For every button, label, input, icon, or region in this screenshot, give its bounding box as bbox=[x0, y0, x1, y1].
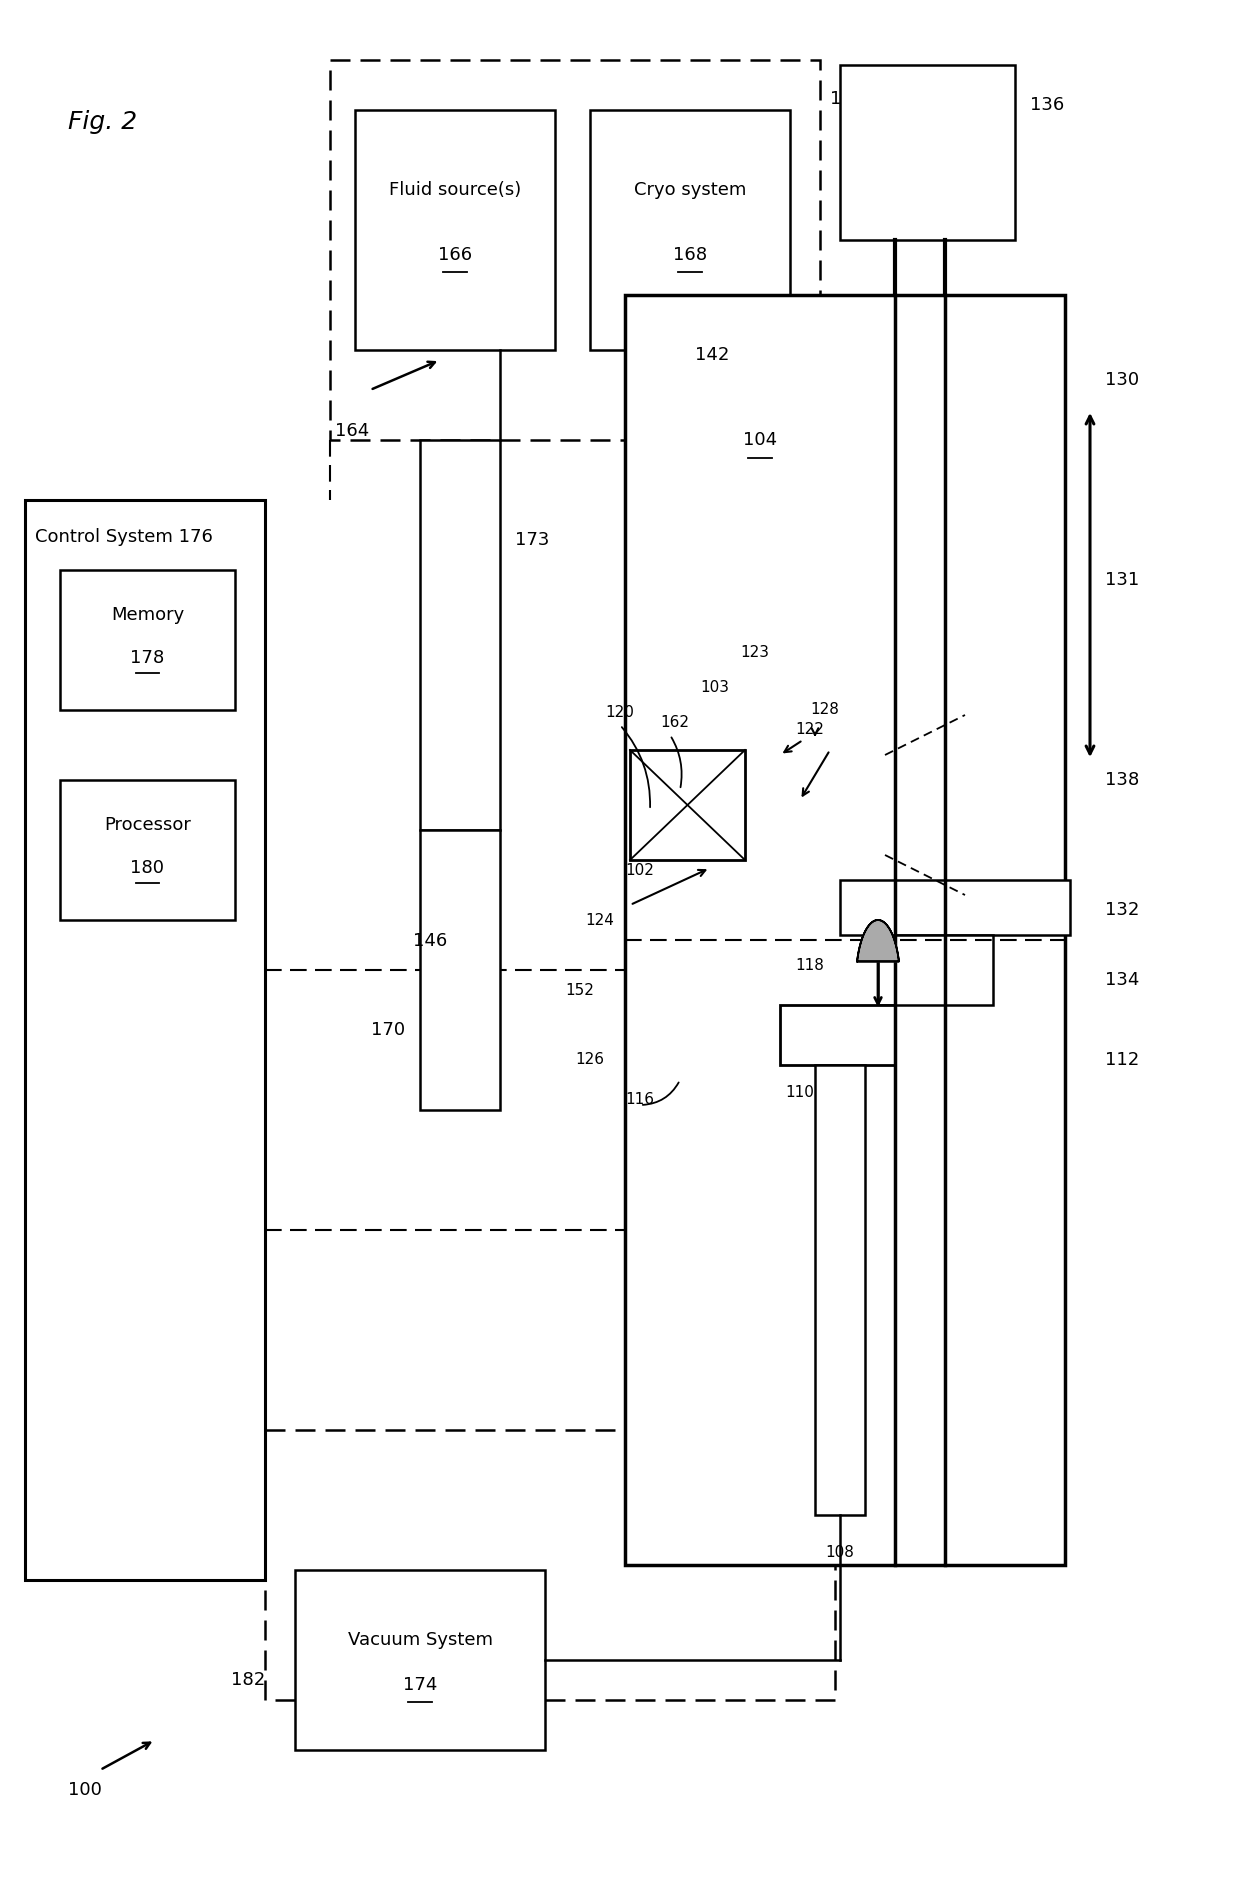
Text: 100: 100 bbox=[68, 1780, 102, 1799]
Text: 124: 124 bbox=[585, 913, 615, 928]
Bar bbox=[265, 1430, 835, 1699]
Text: 136: 136 bbox=[1030, 96, 1064, 115]
Text: 118: 118 bbox=[796, 958, 825, 973]
Text: 102: 102 bbox=[625, 862, 655, 877]
Text: 132: 132 bbox=[1105, 901, 1140, 918]
Text: 138: 138 bbox=[1105, 772, 1140, 789]
Bar bbox=[420, 830, 500, 1110]
Text: Processor: Processor bbox=[104, 817, 191, 834]
Text: 142: 142 bbox=[694, 346, 729, 363]
Text: 116: 116 bbox=[625, 1092, 655, 1107]
Text: 103: 103 bbox=[701, 679, 729, 694]
Bar bbox=[590, 109, 790, 350]
Bar bbox=[355, 109, 556, 350]
Text: Memory: Memory bbox=[110, 606, 184, 625]
Text: 146: 146 bbox=[413, 932, 448, 950]
Text: 178: 178 bbox=[130, 649, 165, 666]
Text: 122: 122 bbox=[795, 723, 823, 738]
Polygon shape bbox=[857, 920, 899, 962]
Text: Fluid source(s): Fluid source(s) bbox=[389, 181, 521, 199]
Bar bbox=[815, 1065, 866, 1515]
Text: 164: 164 bbox=[335, 422, 370, 440]
Text: Cryo system: Cryo system bbox=[634, 181, 746, 199]
Bar bbox=[295, 1570, 546, 1750]
Bar bbox=[60, 779, 236, 920]
Bar bbox=[780, 1005, 895, 1065]
Text: 130: 130 bbox=[1105, 371, 1140, 390]
Text: 166: 166 bbox=[438, 247, 472, 263]
Bar bbox=[878, 935, 993, 1005]
Text: 180: 180 bbox=[130, 858, 165, 877]
Text: 131: 131 bbox=[1105, 570, 1140, 589]
Text: 104: 104 bbox=[743, 431, 777, 450]
Bar bbox=[60, 570, 236, 710]
Bar bbox=[630, 751, 745, 860]
Text: 110: 110 bbox=[786, 1086, 815, 1099]
Bar bbox=[625, 295, 1065, 1566]
Text: 126: 126 bbox=[575, 1052, 605, 1067]
Text: Control System 176: Control System 176 bbox=[35, 529, 213, 546]
Bar bbox=[745, 740, 885, 869]
Text: 170: 170 bbox=[371, 1022, 405, 1039]
Text: 112: 112 bbox=[1105, 1050, 1140, 1069]
Text: 168: 168 bbox=[673, 247, 707, 263]
Bar bbox=[420, 440, 500, 830]
Bar bbox=[330, 60, 820, 440]
Text: Vacuum System: Vacuum System bbox=[347, 1632, 492, 1649]
Text: 123: 123 bbox=[740, 646, 769, 661]
Bar bbox=[25, 501, 265, 1581]
Text: 152: 152 bbox=[565, 982, 594, 997]
Text: 134: 134 bbox=[1105, 971, 1140, 990]
Text: 128: 128 bbox=[810, 702, 839, 717]
Text: 162: 162 bbox=[660, 715, 689, 730]
Text: 174: 174 bbox=[403, 1677, 438, 1694]
Text: 182: 182 bbox=[231, 1671, 265, 1688]
Text: 173: 173 bbox=[515, 531, 549, 550]
Bar bbox=[839, 66, 1016, 241]
Text: Fig. 2: Fig. 2 bbox=[68, 109, 138, 134]
Text: 172: 172 bbox=[830, 90, 864, 107]
Text: 120: 120 bbox=[605, 706, 635, 721]
Text: 108: 108 bbox=[826, 1545, 854, 1560]
Bar bbox=[839, 881, 1070, 935]
